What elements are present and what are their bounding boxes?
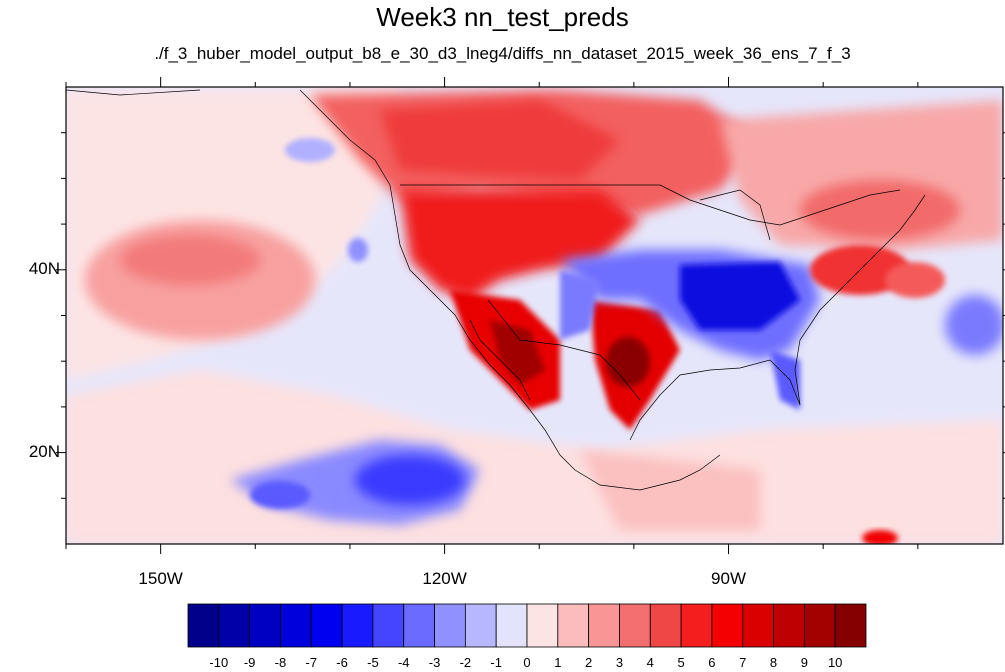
colorbar-swatch bbox=[310, 603, 343, 648]
anomaly-field bbox=[66, 87, 1003, 544]
colorbar-swatch bbox=[711, 603, 744, 648]
colorbar-swatch bbox=[187, 603, 220, 648]
colorbar-label: -5 bbox=[367, 655, 379, 670]
colorbar-label: -10 bbox=[209, 655, 229, 670]
colorbar-swatch bbox=[834, 603, 867, 648]
lon-label: 150W bbox=[138, 569, 183, 588]
colorbar-swatch bbox=[588, 603, 620, 648]
colorbar-swatch bbox=[218, 603, 251, 648]
colorbar-label: 7 bbox=[739, 655, 747, 670]
lon-label: 120W bbox=[422, 569, 467, 588]
colorbar-label: -3 bbox=[428, 655, 441, 670]
colorbar-swatch bbox=[557, 603, 590, 648]
colorbar-label: 1 bbox=[554, 655, 562, 670]
colorbar-label: -9 bbox=[243, 655, 256, 670]
colorbar-label: 4 bbox=[646, 655, 654, 670]
colorbar-swatch bbox=[803, 603, 836, 648]
lon-label: 90W bbox=[711, 569, 746, 588]
colorbar-label: 5 bbox=[677, 655, 685, 670]
axis-ticks bbox=[56, 77, 1005, 554]
coastlines bbox=[66, 89, 926, 491]
colorbar bbox=[187, 603, 867, 648]
colorbar-swatch bbox=[680, 603, 713, 648]
colorbar-swatch bbox=[341, 603, 374, 648]
colorbar-swatch bbox=[495, 603, 528, 648]
colorbar-label: 2 bbox=[585, 655, 593, 670]
colorbar-label: -7 bbox=[305, 655, 318, 670]
colorbar-swatch bbox=[280, 603, 312, 648]
colorbar-label: 0 bbox=[523, 655, 531, 670]
colorbar-swatch bbox=[526, 603, 559, 648]
colorbar-label: 3 bbox=[615, 655, 624, 670]
colorbar-swatch bbox=[372, 603, 405, 648]
colorbar-swatch bbox=[464, 603, 497, 648]
colorbar-label: -4 bbox=[397, 655, 410, 670]
colorbar-label: -2 bbox=[459, 655, 472, 670]
colorbar-swatch bbox=[649, 603, 682, 648]
colorbar-label: 8 bbox=[769, 655, 778, 670]
colorbar-swatch bbox=[403, 603, 435, 648]
colorbar-swatch bbox=[434, 603, 466, 648]
colorbar-swatch bbox=[249, 603, 281, 648]
colorbar-label: -1 bbox=[490, 655, 502, 670]
map-subtitle: ./f_3_huber_model_output_b8_e_30_d3_lneg… bbox=[154, 44, 851, 63]
colorbar-label: 10 bbox=[827, 655, 843, 670]
colorbar-swatch bbox=[619, 603, 651, 648]
lat-label: 40N bbox=[28, 258, 60, 278]
colorbar-swatch bbox=[742, 603, 774, 648]
colorbar-label: 6 bbox=[708, 655, 716, 670]
colorbar-label: -6 bbox=[336, 655, 348, 670]
colorbar-label: -8 bbox=[274, 655, 287, 670]
map-title: Week3 nn_test_preds bbox=[376, 2, 629, 32]
lat-label: 20N bbox=[28, 441, 60, 461]
colorbar-swatch bbox=[773, 603, 805, 648]
colorbar-label: 9 bbox=[800, 655, 808, 670]
